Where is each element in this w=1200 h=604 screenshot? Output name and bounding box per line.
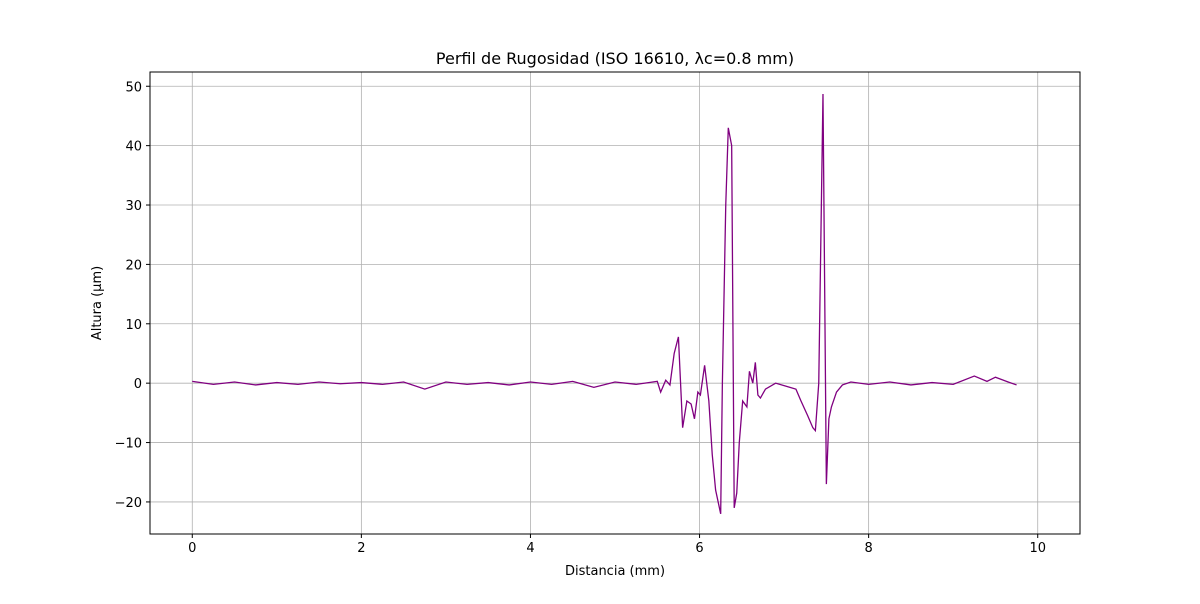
chart-title: Perfil de Rugosidad (ISO 16610, λc=0.8 m… (436, 49, 794, 68)
y-axis-label: Altura (µm) (90, 266, 105, 340)
x-tick-label: 6 (695, 541, 703, 556)
y-tick-label: 40 (125, 140, 142, 155)
y-tick-label: −20 (115, 496, 142, 511)
y-tick-label: 30 (125, 199, 142, 214)
x-tick-label: 10 (1029, 541, 1046, 556)
y-tick-label: 20 (125, 258, 142, 273)
y-tick-label: 0 (134, 377, 142, 392)
x-tick-label: 8 (864, 541, 872, 556)
data-line (192, 93, 1017, 514)
x-tick-label: 0 (188, 541, 196, 556)
x-tick-label: 2 (357, 541, 365, 556)
x-tick-label: 4 (526, 541, 534, 556)
y-tick-label: −10 (115, 437, 142, 452)
y-tick-label: 10 (125, 318, 142, 333)
y-tick-label: 50 (125, 80, 142, 95)
x-axis-label: Distancia (mm) (565, 564, 665, 579)
plot-frame (149, 71, 1081, 535)
